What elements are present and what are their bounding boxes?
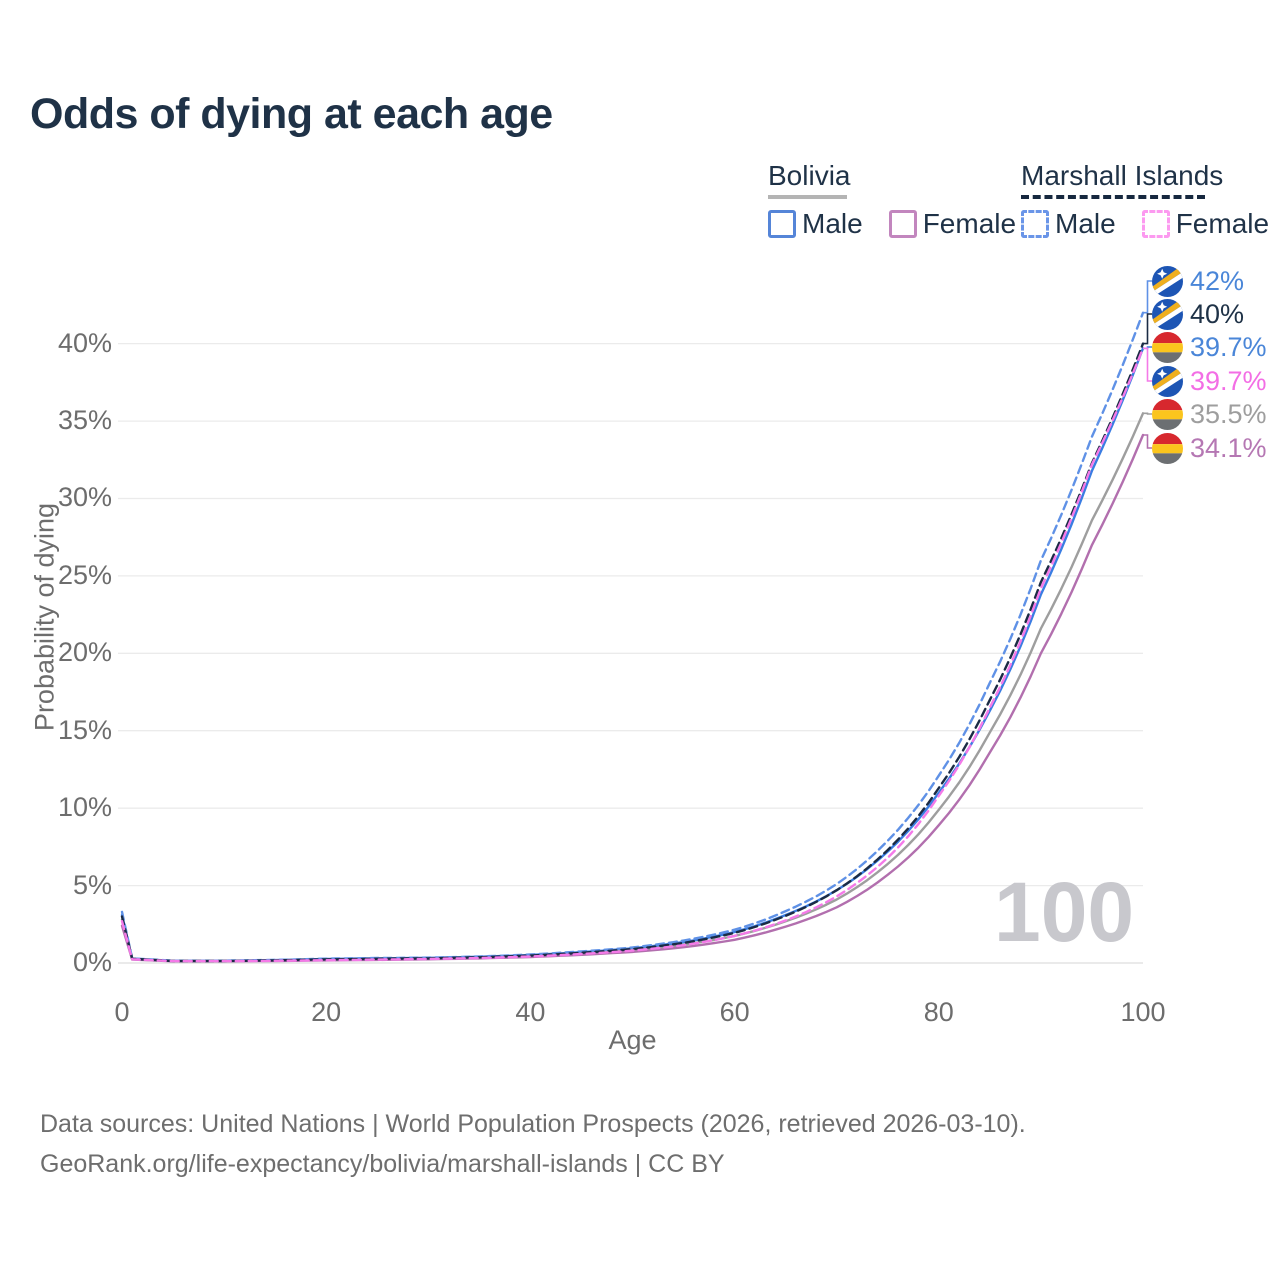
- legend-underline-marshall-islands: [1021, 195, 1205, 199]
- marshall-islands-flag-icon: [1152, 365, 1183, 397]
- footer: Data sources: United Nations | World Pop…: [40, 1104, 1026, 1184]
- legend-group-marshall-islands: Marshall Islands Male Female: [1021, 160, 1280, 240]
- series-line-marshall-islands-all: [120, 342, 1145, 963]
- legend-title-bolivia: Bolivia: [768, 160, 851, 191]
- end-label-connector-marshall-islands-male: [1143, 280, 1152, 314]
- x-tick-label-0: 0: [114, 997, 130, 1027]
- end-label-row-marshall-islands-all: 40%: [1152, 298, 1245, 330]
- marshall-islands-flag-icon: [1152, 298, 1183, 330]
- bolivia-flag-icon: [1152, 432, 1183, 464]
- end-label-row-bolivia-female: 34.1%: [1152, 432, 1267, 464]
- series-line-bolivia-all: [120, 412, 1145, 963]
- end-label-connector-bolivia-all: [1143, 412, 1152, 415]
- series-line-marshall-islands-female: [120, 347, 1145, 963]
- legend-row-bolivia: Male Female: [768, 208, 1042, 240]
- y-tick-label-10: 10%: [57, 792, 112, 823]
- y-axis-title: Probability of dying: [29, 502, 60, 732]
- x-tick-label-60: 60: [719, 997, 750, 1027]
- end-value-marshall-islands-male: 42%: [1190, 265, 1245, 296]
- series-line-marshall-islands-male: [120, 311, 1145, 962]
- end-value-marshall-islands-all: 40%: [1190, 298, 1245, 329]
- x-axis-title: Age: [608, 1025, 657, 1055]
- bolivia-flag-icon: [1152, 331, 1183, 363]
- legend-title-marshall-islands: Marshall Islands: [1021, 160, 1224, 191]
- bolivia-flag-icon: [1152, 398, 1183, 430]
- y-tick-label-20: 20%: [57, 637, 112, 668]
- x-tick-label-80: 80: [923, 997, 954, 1027]
- y-tick-label-35: 35%: [57, 405, 112, 436]
- legend-underline-bolivia: [768, 195, 847, 199]
- legend-label-marshall-islands-male: Male: [1055, 208, 1116, 239]
- y-tick-label-15: 15%: [57, 714, 112, 745]
- series-line-bolivia-male: [120, 347, 1145, 962]
- age-watermark: 100: [994, 865, 1135, 959]
- legend-swatch-bolivia-female: [888, 210, 917, 238]
- plot-area: [118, 280, 1152, 964]
- end-label-row-marshall-islands-female: 39.7%: [1152, 365, 1267, 397]
- end-label-row-bolivia-male: 39.7%: [1152, 331, 1267, 363]
- footer-attribution: GeoRank.org/life-expectancy/bolivia/mars…: [40, 1150, 725, 1178]
- y-tick-label-40: 40%: [57, 327, 112, 358]
- x-tick-label-40: 40: [515, 997, 546, 1027]
- marshall-islands-flag-icon: [1152, 265, 1183, 297]
- page-title: Odds of dying at each age: [30, 90, 553, 138]
- y-tick-label-0: 0%: [72, 947, 112, 977]
- end-label-connector-marshall-islands-female: [1143, 347, 1152, 382]
- end-label-connector-marshall-islands-all: [1143, 313, 1152, 345]
- legend-swatch-marshall-islands-female: [1141, 210, 1170, 238]
- legend-swatch-bolivia-male: [768, 210, 796, 238]
- legend-group-bolivia: Bolivia Male Female: [768, 160, 1042, 240]
- end-label-row-marshall-islands-male: 42%: [1152, 265, 1245, 297]
- legend-row-marshall-islands: Male Female: [1021, 208, 1280, 240]
- end-value-bolivia-all: 35.5%: [1190, 398, 1267, 429]
- legend-label-marshall-islands-female: Female: [1175, 208, 1270, 239]
- legend-label-bolivia-female: Female: [922, 208, 1017, 239]
- legend-swatch-marshall-islands-male: [1021, 210, 1049, 238]
- legend-label-bolivia-male: Male: [802, 208, 863, 239]
- end-value-marshall-islands-female: 39.7%: [1190, 365, 1267, 396]
- end-label-row-bolivia-all: 35.5%: [1152, 398, 1267, 430]
- end-value-bolivia-female: 34.1%: [1190, 432, 1267, 463]
- y-tick-label-25: 25%: [57, 559, 112, 590]
- x-tick-label-100: 100: [1120, 997, 1166, 1027]
- x-tick-label-20: 20: [311, 997, 342, 1027]
- footer-data-sources: Data sources: United Nations | World Pop…: [40, 1110, 1026, 1138]
- y-tick-label-30: 30%: [57, 482, 112, 513]
- end-label-connector-bolivia-female: [1143, 434, 1152, 449]
- y-tick-label-5: 5%: [72, 869, 112, 900]
- end-value-bolivia-male: 39.7%: [1190, 331, 1267, 362]
